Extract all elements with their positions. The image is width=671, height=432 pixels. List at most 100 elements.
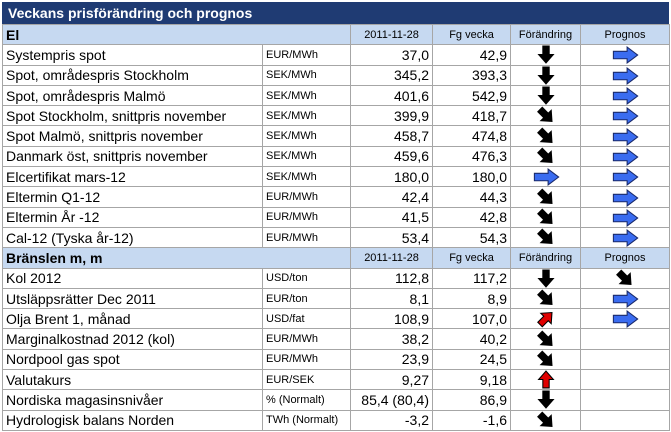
arrow-cell <box>580 105 671 127</box>
unit: SEK/MWh <box>261 64 352 86</box>
column-header: 2011-11-28 <box>350 247 434 269</box>
arrow-cell <box>580 287 671 310</box>
arrow-cell <box>580 369 671 391</box>
arrow-cell <box>580 226 671 249</box>
arrow-icon <box>537 45 554 64</box>
row: Danmark öst, snittpris november SEK/MWh 45… <box>2 145 671 168</box>
current-value: 459,6 <box>350 145 434 168</box>
arrow-icon <box>612 67 639 85</box>
arrow-cell <box>510 328 582 350</box>
arrow-icon <box>537 269 554 288</box>
section-header: Bränslen m, m 2011-11-28 Fg vecka Förändrin… <box>1 247 671 269</box>
arrow-icon <box>612 47 639 64</box>
row: Spot, områdespris Stockholm SEK/MWh 345,2 3… <box>2 64 671 86</box>
row-label: Kol 2012 <box>2 267 263 289</box>
row-label: Spot Stockholm, snittpris november <box>2 105 263 127</box>
section-name: Bränslen m, m <box>1 247 352 269</box>
row: Utsläppsrätter Dec 2011 EUR/ton 8,1 8,9 <box>2 287 671 310</box>
title: Veckans prisförändring och prognos <box>2 2 669 24</box>
arrow-icon <box>533 126 558 146</box>
arrow-icon <box>533 309 558 328</box>
arrow-cell <box>580 125 671 147</box>
arrow-icon <box>533 208 558 227</box>
unit: EUR/MWh <box>261 186 352 208</box>
row: Spot Malmö, snittpris november SEK/MWh 458… <box>2 125 671 147</box>
arrow-cell <box>510 287 582 310</box>
arrow-icon <box>533 168 559 186</box>
arrow-icon <box>612 310 639 328</box>
unit: EUR/MWh <box>261 226 352 249</box>
arrow-icon <box>537 391 554 409</box>
arrow-cell <box>510 369 582 391</box>
row-label: Spot, områdespris Stockholm <box>2 64 263 86</box>
row-label: Eltermin Q1-12 <box>2 186 263 208</box>
arrow-cell <box>510 389 582 411</box>
previous-value: 542,9 <box>432 84 512 107</box>
row-label: Cal-12 (Tyska år-12) <box>2 226 263 249</box>
unit: USD/ton <box>261 267 352 289</box>
previous-value: 107,0 <box>432 308 512 330</box>
previous-value: 418,7 <box>432 105 512 127</box>
row-label: Nordiska magasinsnivåer <box>2 389 263 411</box>
arrow-cell <box>510 125 582 147</box>
row: Cal-12 (Tyska år-12) EUR/MWh 53,4 54,3 <box>2 226 671 249</box>
arrow-cell <box>510 44 582 66</box>
previous-value: 474,8 <box>432 125 512 147</box>
arrow-cell <box>580 348 671 371</box>
row: Eltermin År -12 EUR/MWh 41,5 42,8 <box>2 206 671 228</box>
previous-value: 40,2 <box>432 328 512 350</box>
previous-value: 117,2 <box>432 267 512 289</box>
arrow-cell <box>580 44 671 66</box>
current-value: -3,2 <box>350 409 434 431</box>
section-header: El 2011-11-28 Fg vecka Förändring Prognos <box>1 23 671 46</box>
arrow-cell <box>510 186 582 208</box>
arrow-icon <box>537 370 554 389</box>
arrow-icon <box>537 86 554 105</box>
row-label: Olja Brent 1, månad <box>2 308 263 330</box>
unit: EUR/SEK <box>261 369 352 391</box>
arrow-icon <box>612 189 639 206</box>
arrow-icon <box>612 87 639 105</box>
arrow-icon <box>533 106 558 125</box>
previous-value: 86,9 <box>432 389 512 411</box>
arrow-cell <box>580 64 671 86</box>
column-header: 2011-11-28 <box>350 23 434 46</box>
section-name: El <box>1 23 352 46</box>
current-value: 108,9 <box>350 308 434 330</box>
previous-value: 42,8 <box>432 206 512 228</box>
unit: SEK/MWh <box>261 145 352 168</box>
unit: EUR/MWh <box>261 206 352 228</box>
arrow-icon <box>537 66 554 85</box>
previous-value: 476,3 <box>432 145 512 168</box>
arrow-cell <box>580 389 671 411</box>
arrow-cell <box>580 267 671 289</box>
row-label: Spot, områdespris Malmö <box>2 84 263 107</box>
current-value: 112,8 <box>350 267 434 289</box>
arrow-cell <box>510 64 582 86</box>
arrow-cell <box>580 84 671 107</box>
row-label: Danmark öst, snittpris november <box>2 145 263 168</box>
arrow-cell <box>510 105 582 127</box>
unit: EUR/MWh <box>261 348 352 371</box>
arrow-cell <box>580 308 671 330</box>
arrow-cell <box>510 267 582 289</box>
previous-value: 42,9 <box>432 44 512 66</box>
current-value: 345,2 <box>350 64 434 86</box>
arrow-cell <box>580 145 671 168</box>
arrow-cell <box>510 308 582 330</box>
row-label: Utsläppsrätter Dec 2011 <box>2 287 263 310</box>
unit: USD/fat <box>261 308 352 330</box>
row-label: Spot Malmö, snittpris november <box>2 125 263 147</box>
arrow-cell <box>510 84 582 107</box>
arrow-cell <box>510 166 582 188</box>
row: Nordiska magasinsnivåer% (Normalt) 85,4 (… <box>2 389 671 411</box>
current-value: 85,4 (80,4) <box>350 389 434 411</box>
arrow-cell <box>510 348 582 371</box>
arrow-icon <box>533 289 558 308</box>
arrow-icon <box>533 228 558 247</box>
row-label: Eltermin År -12 <box>2 206 263 228</box>
row-label: Valutakurs <box>2 369 263 391</box>
previous-value: -1,6 <box>432 409 512 431</box>
row-label: Nordpool gas spot <box>2 348 263 371</box>
